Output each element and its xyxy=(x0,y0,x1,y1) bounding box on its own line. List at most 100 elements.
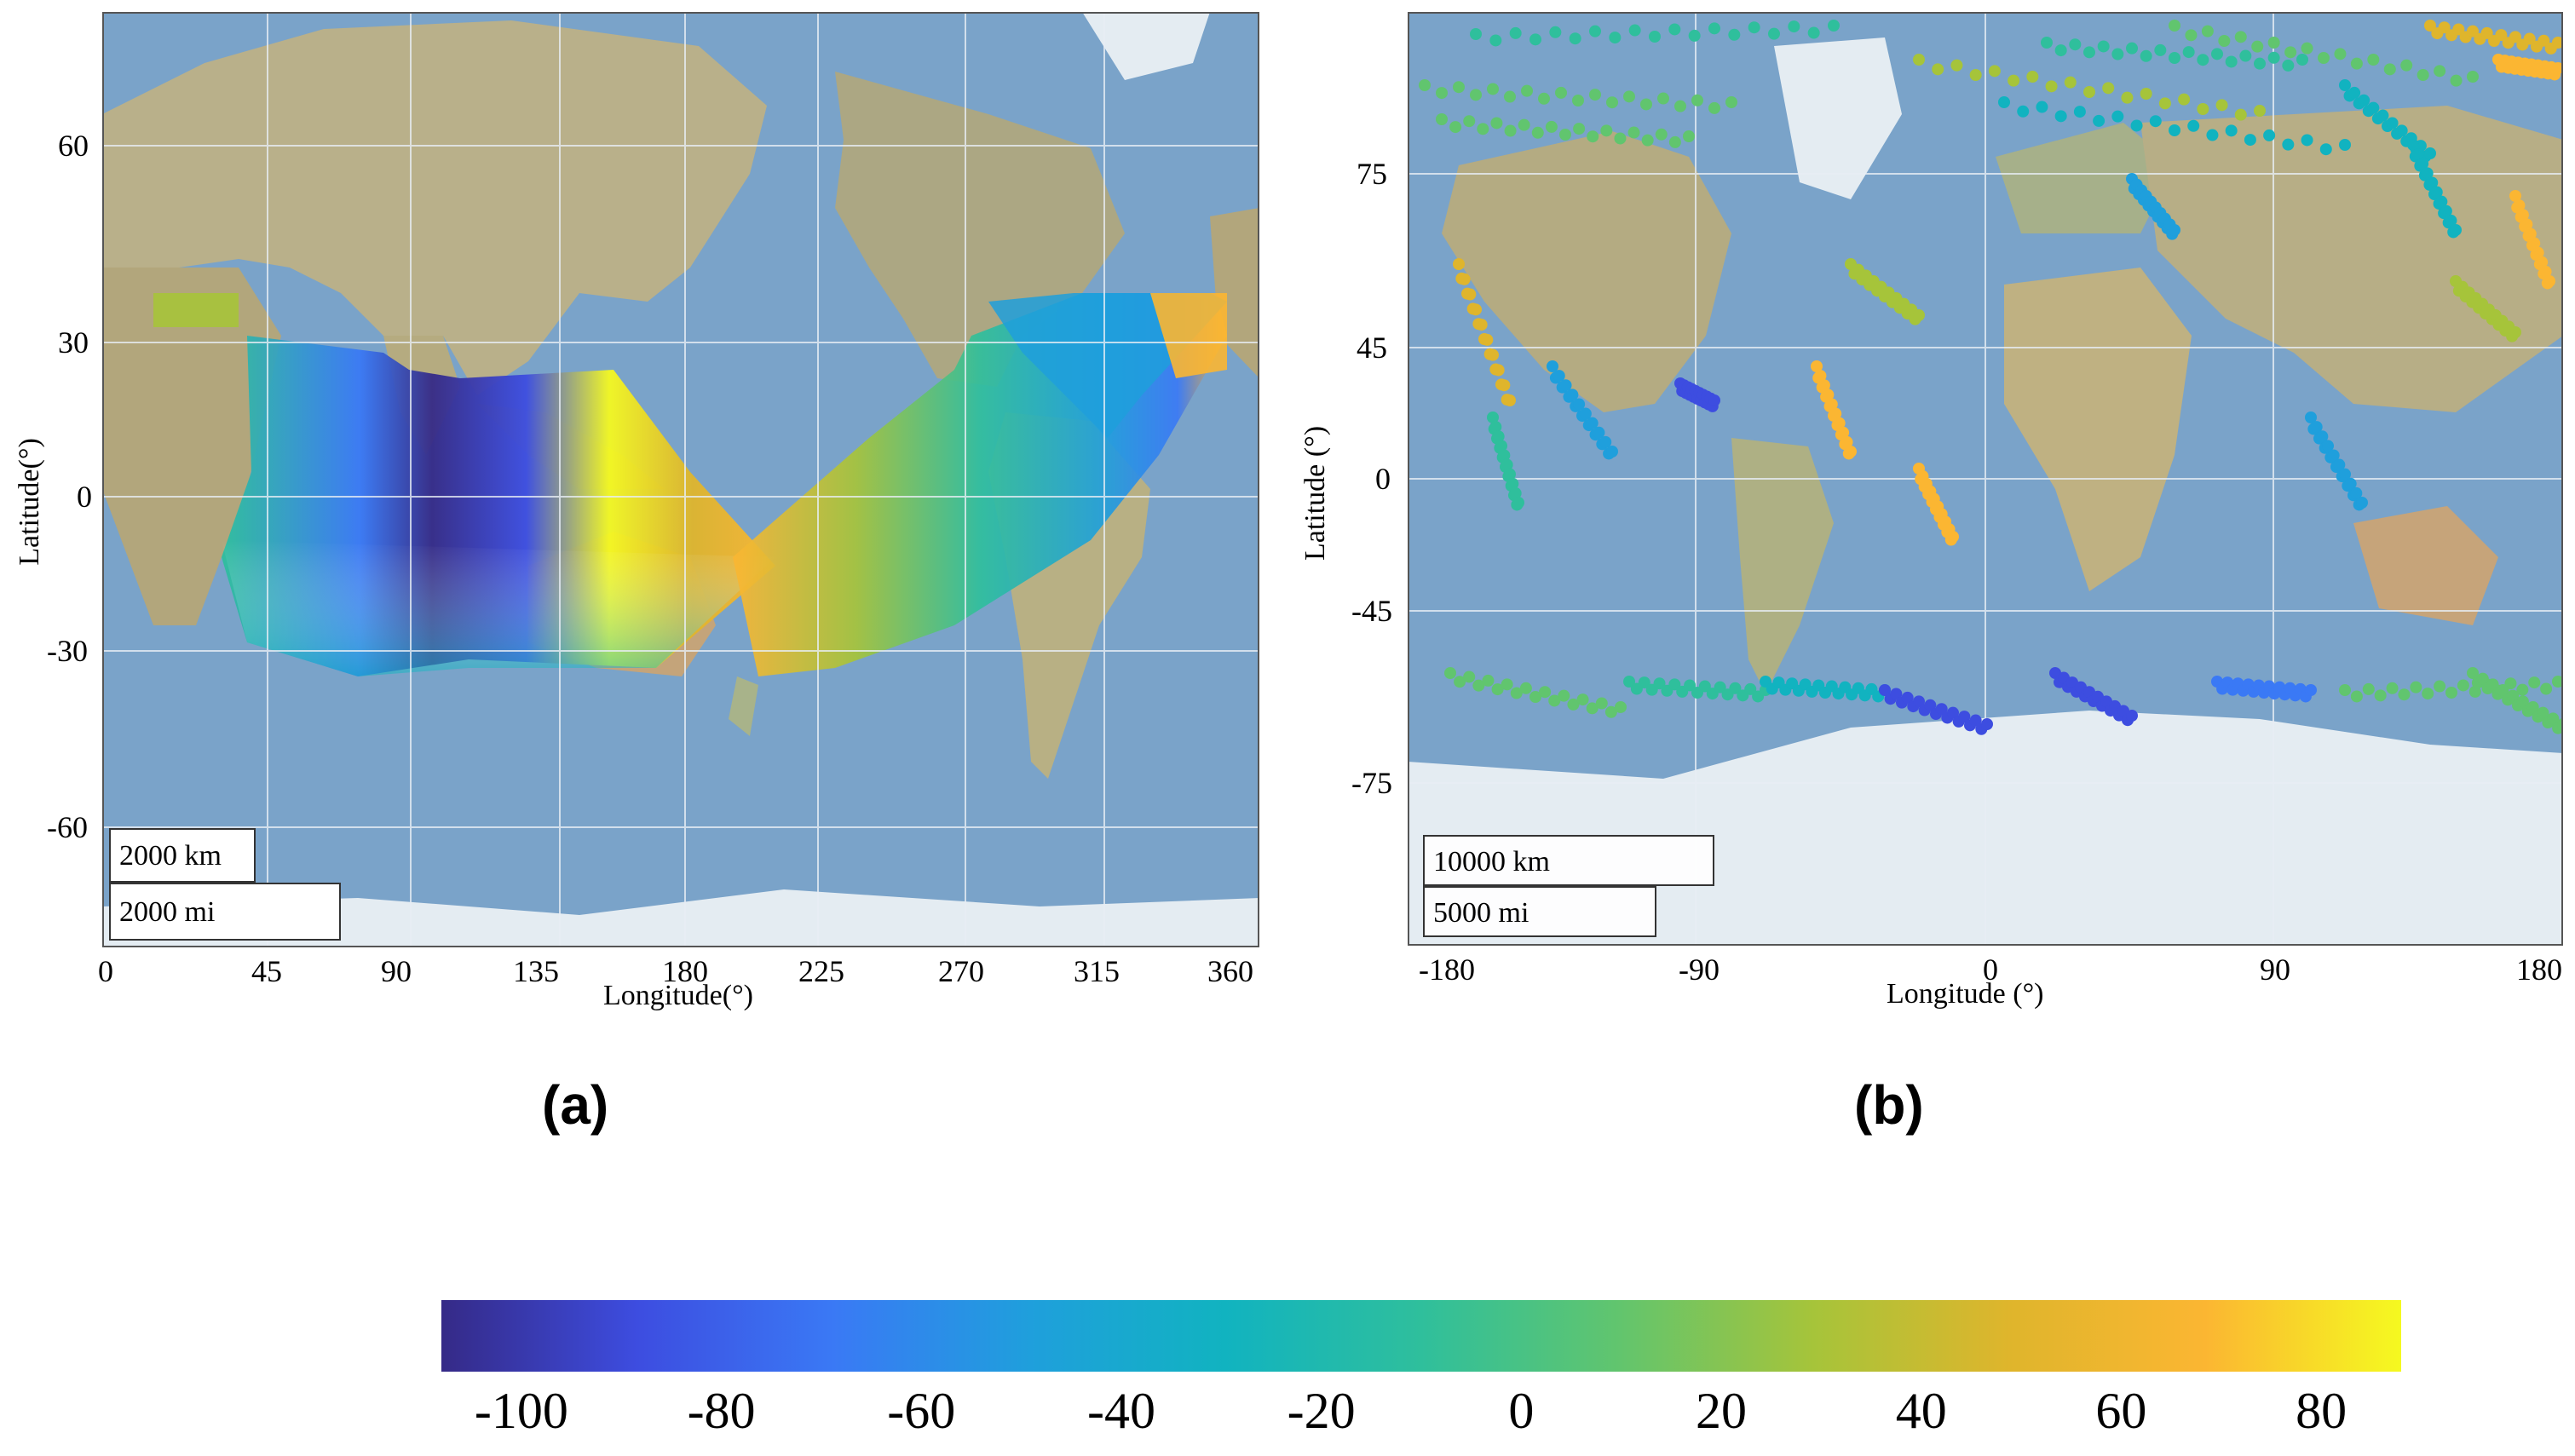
track-point xyxy=(1504,468,1516,481)
track-point xyxy=(2244,134,2256,147)
track-point xyxy=(2395,124,2408,137)
track-point xyxy=(2169,52,2180,64)
ylabel-a: Latitude(°) xyxy=(14,438,45,566)
track-point xyxy=(1586,417,1599,429)
track-point xyxy=(1506,477,1519,490)
colorbar-tick: 20 xyxy=(1696,1383,1748,1439)
track-point xyxy=(1668,23,1681,36)
track-point xyxy=(2225,55,2238,68)
track-point xyxy=(2301,42,2313,55)
track-point xyxy=(1641,134,1654,147)
track-point xyxy=(1913,695,1925,708)
track-point xyxy=(1419,79,1431,91)
track-points-b xyxy=(1419,20,2563,735)
track-point xyxy=(1589,89,1601,101)
xtick-a: 0 xyxy=(98,954,113,988)
track-point xyxy=(2468,685,2481,698)
scale-mi-a: 2000 mi xyxy=(109,883,341,941)
track-point xyxy=(2367,101,2380,114)
track-point xyxy=(2467,667,2479,679)
track-point xyxy=(1627,126,1640,139)
track-point xyxy=(2467,71,2479,83)
track-point xyxy=(1683,130,1695,142)
track-point xyxy=(1768,27,1780,40)
track-point xyxy=(1538,92,1550,105)
track-point xyxy=(1615,701,1627,713)
track-point xyxy=(2169,224,2180,236)
track-point xyxy=(2435,195,2448,208)
track-point xyxy=(2524,227,2537,240)
track-point xyxy=(2430,186,2443,199)
track-point xyxy=(2197,54,2209,66)
track-point xyxy=(1453,81,1465,94)
land-nz xyxy=(729,676,758,736)
xtick-b: 90 xyxy=(2260,952,2290,987)
track-point xyxy=(1950,59,1963,72)
track-point xyxy=(1725,96,1737,108)
xtick-a: 135 xyxy=(513,954,559,988)
track-point xyxy=(2507,689,2520,702)
track-point xyxy=(1579,407,1592,420)
scale-km-b: 10000 km xyxy=(1423,835,1714,886)
track-point xyxy=(1463,115,1476,128)
track-point xyxy=(2284,46,2297,59)
track-point xyxy=(2417,69,2429,81)
track-point xyxy=(1586,702,1599,715)
track-point xyxy=(2296,54,2308,66)
track-point xyxy=(1807,26,1820,39)
track-point xyxy=(2537,706,2549,719)
track-point xyxy=(2509,326,2521,338)
track-point xyxy=(2445,687,2457,699)
track-point xyxy=(1566,388,1579,401)
track-point xyxy=(1509,26,1522,39)
track-point xyxy=(2424,20,2436,32)
land-europe-b xyxy=(1996,123,2175,233)
track-point xyxy=(1988,65,2001,78)
track-point xyxy=(1552,370,1565,383)
track-point xyxy=(1698,680,1711,693)
swath-mediterranean xyxy=(153,293,239,327)
panel-label-a: (a) xyxy=(542,1074,609,1136)
track-point xyxy=(1569,32,1581,45)
track-point xyxy=(2093,114,2106,127)
track-point xyxy=(2407,139,2419,151)
track-point xyxy=(2102,82,2115,95)
track-point xyxy=(1653,677,1666,690)
track-point xyxy=(1573,123,1586,135)
track-point xyxy=(2356,497,2368,509)
ytick-b: 75 xyxy=(1357,157,1387,191)
track-point xyxy=(1549,26,1562,38)
ytick-a: 30 xyxy=(58,325,89,360)
track-point xyxy=(1491,683,1504,696)
colorbar-svg xyxy=(441,1300,2401,1372)
track-point xyxy=(1628,24,1641,37)
scale-km-a: 2000 km xyxy=(109,828,256,883)
track-point xyxy=(1668,678,1681,691)
track-point xyxy=(2158,97,2171,110)
track-point xyxy=(2424,147,2436,159)
graticule-a xyxy=(102,12,1259,947)
track-point xyxy=(1913,54,1925,66)
track-point xyxy=(2526,701,2539,713)
track-point xyxy=(1958,711,1971,723)
land-north-america-b xyxy=(1442,131,1731,412)
track-point xyxy=(2251,40,2264,53)
ytick-b: -45 xyxy=(1351,594,1392,628)
track-point xyxy=(2339,684,2351,696)
map-a[interactable]: 2000 km 2000 mi xyxy=(102,12,1259,947)
track-point xyxy=(2097,40,2110,53)
graticule-b xyxy=(1408,12,2563,946)
track-point xyxy=(2509,31,2521,43)
panel-label-b: (b) xyxy=(1854,1074,1924,1136)
track-point xyxy=(1729,682,1742,694)
track-point xyxy=(2495,29,2508,42)
track-point xyxy=(1825,398,1838,411)
map-b[interactable]: 10000 km 5000 mi xyxy=(1408,12,2563,946)
track-point xyxy=(2476,672,2489,685)
track-point xyxy=(1600,124,1613,137)
track-point xyxy=(1521,84,1533,97)
track-point xyxy=(1684,679,1697,692)
track-point xyxy=(2480,26,2493,39)
track-point xyxy=(2322,440,2334,452)
track-point xyxy=(2069,38,2082,51)
